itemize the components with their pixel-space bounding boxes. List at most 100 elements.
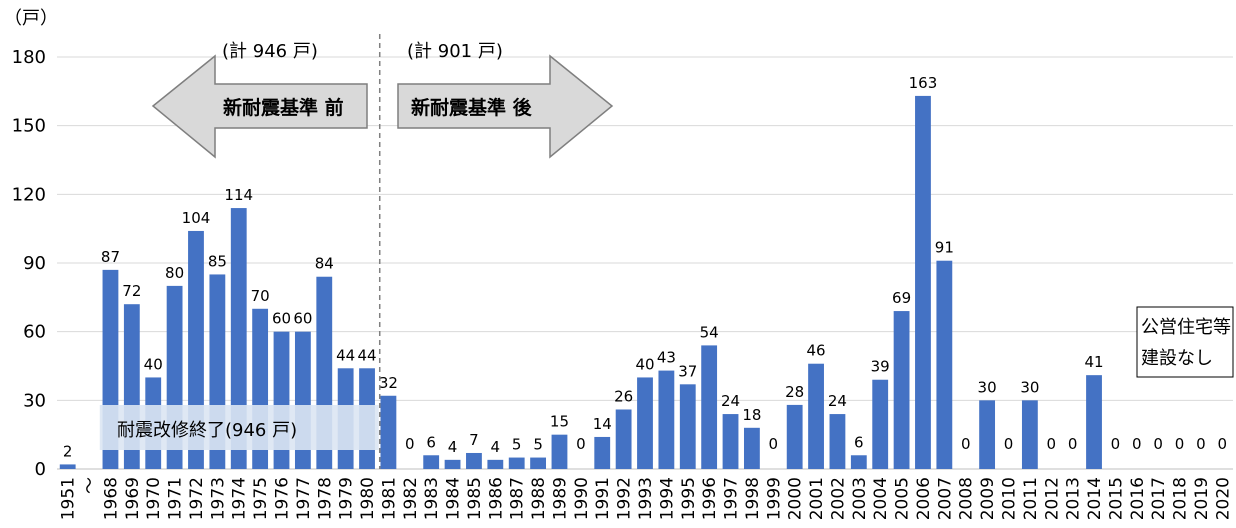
data-label: 39 bbox=[871, 358, 890, 376]
data-label: 0 bbox=[1218, 435, 1228, 453]
data-label: 26 bbox=[614, 387, 633, 405]
x-tick-label: 2017 bbox=[1149, 477, 1169, 520]
bar bbox=[915, 95, 931, 470]
data-label: 37 bbox=[678, 362, 697, 380]
before-standard-label: 新耐震基準 前 bbox=[223, 96, 344, 119]
x-tick-label: 1972 bbox=[187, 477, 207, 520]
x-tick-label: 2019 bbox=[1192, 477, 1212, 520]
data-label: 43 bbox=[657, 349, 676, 367]
bar bbox=[444, 459, 461, 469]
data-label: 70 bbox=[251, 287, 270, 305]
data-label: 14 bbox=[593, 415, 612, 433]
after-total-label: (計 901 戸) bbox=[407, 41, 503, 62]
data-label: 80 bbox=[165, 264, 184, 282]
data-label: 91 bbox=[935, 239, 954, 257]
x-tick-label: 2015 bbox=[1106, 477, 1126, 520]
y-axis-unit: （戸） bbox=[4, 8, 58, 29]
no-construction-line2: 建設なし bbox=[1141, 348, 1213, 369]
bar bbox=[829, 414, 846, 469]
bar bbox=[850, 455, 867, 469]
bar bbox=[487, 459, 504, 469]
bar bbox=[530, 457, 547, 469]
x-tick-label: 2006 bbox=[914, 477, 934, 520]
data-label: 84 bbox=[315, 255, 334, 273]
data-label: 30 bbox=[978, 378, 997, 396]
retrofit-band bbox=[99, 405, 379, 450]
x-tick-label: 2014 bbox=[1085, 477, 1105, 520]
bar bbox=[637, 377, 653, 469]
data-label: 0 bbox=[1153, 435, 1163, 453]
after-standard-arrow bbox=[397, 54, 614, 159]
data-label: 24 bbox=[721, 392, 740, 410]
data-label: 0 bbox=[1132, 435, 1142, 453]
data-label: 28 bbox=[785, 383, 804, 401]
x-axis-ticks: 1951 〜 1968 1969 1970 1971 1972 1973 1974 1975 197… bbox=[59, 477, 1234, 520]
x-tick-label: 2016 bbox=[1128, 477, 1148, 520]
x-tick-label: 2020 bbox=[1213, 477, 1233, 520]
x-tick-label: 1991 bbox=[593, 477, 613, 520]
data-label: 40 bbox=[635, 355, 654, 373]
data-label: 40 bbox=[144, 355, 163, 373]
x-tick-label: 2012 bbox=[1042, 477, 1062, 520]
bar bbox=[230, 208, 247, 470]
x-tick-label: 1975 bbox=[251, 477, 271, 520]
data-label: 0 bbox=[1111, 435, 1121, 453]
x-tick-label: 1988 bbox=[529, 477, 549, 520]
data-label: 30 bbox=[1020, 378, 1039, 396]
x-tick-label: 1986 bbox=[486, 477, 506, 520]
data-label: 104 bbox=[182, 209, 211, 227]
data-label: 0 bbox=[769, 435, 779, 453]
x-tick-label: 2003 bbox=[850, 477, 870, 520]
x-tick-label: 1997 bbox=[722, 477, 742, 520]
data-label: 72 bbox=[122, 282, 141, 300]
x-tick-label: 2008 bbox=[957, 477, 977, 520]
x-tick-label: 1969 bbox=[123, 477, 143, 520]
x-tick-label: 1971 bbox=[166, 477, 186, 520]
y-tick-label: 150 bbox=[12, 116, 46, 137]
bar bbox=[466, 452, 482, 469]
y-tick-label: 90 bbox=[23, 253, 46, 274]
data-label: 2 bbox=[63, 442, 73, 460]
x-tick-label: 1998 bbox=[743, 477, 763, 520]
data-label: 0 bbox=[1004, 435, 1014, 453]
after-standard-label: 新耐震基準 後 bbox=[411, 96, 533, 119]
x-tick-label: 2005 bbox=[893, 477, 913, 520]
data-label: 44 bbox=[357, 346, 376, 364]
bar bbox=[979, 400, 996, 469]
data-label: 0 bbox=[1196, 435, 1206, 453]
y-axis-ticks: 0 30 60 90 120 150 180 bbox=[12, 47, 46, 480]
x-tick-label: 1976 bbox=[273, 477, 293, 520]
bar bbox=[786, 404, 803, 469]
x-tick-label: 1981 bbox=[379, 477, 399, 520]
x-tick-label: 1974 bbox=[230, 477, 250, 520]
data-label: 5 bbox=[533, 436, 543, 454]
x-tick-label: 1982 bbox=[401, 477, 421, 520]
before-standard-arrow bbox=[151, 54, 368, 159]
retrofit-label: 耐震改修終了(946 戸) bbox=[117, 420, 297, 441]
x-tick-label: 1985 bbox=[465, 477, 485, 520]
data-label: 60 bbox=[272, 310, 291, 328]
bar bbox=[679, 384, 696, 469]
x-tick-label: 2011 bbox=[1021, 477, 1041, 520]
data-label: 0 bbox=[1068, 435, 1078, 453]
bar bbox=[808, 363, 824, 469]
x-tick-label: 1978 bbox=[315, 477, 335, 520]
x-tick-label: 1989 bbox=[550, 477, 570, 520]
x-tick-label: 〜 bbox=[80, 477, 100, 494]
x-tick-label: 1999 bbox=[764, 477, 784, 520]
y-tick-label: 30 bbox=[23, 390, 46, 411]
x-tick-label: 2010 bbox=[999, 477, 1019, 520]
data-label: 69 bbox=[892, 289, 911, 307]
x-tick-label: 1995 bbox=[679, 477, 699, 520]
data-label: 114 bbox=[224, 186, 253, 204]
bar bbox=[380, 395, 397, 469]
x-tick-label: 1996 bbox=[700, 477, 720, 520]
data-label: 0 bbox=[405, 435, 415, 453]
bar bbox=[893, 311, 910, 469]
data-label: 5 bbox=[512, 436, 522, 454]
x-tick-label: 1990 bbox=[572, 477, 592, 520]
data-label: 0 bbox=[576, 435, 586, 453]
x-tick-label: 2009 bbox=[978, 477, 998, 520]
x-tick-label: 1968 bbox=[101, 477, 121, 520]
data-label: 7 bbox=[469, 431, 479, 449]
